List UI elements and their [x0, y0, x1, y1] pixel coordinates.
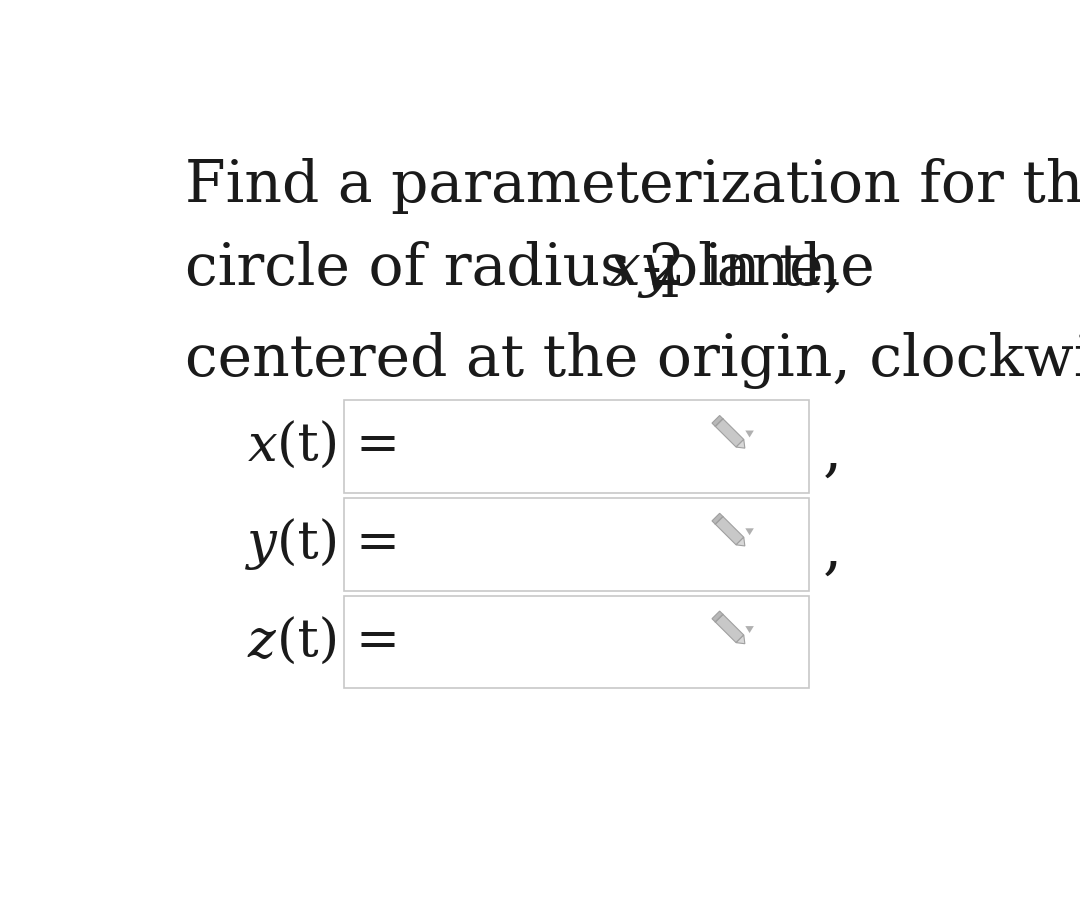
Polygon shape — [745, 431, 754, 438]
Polygon shape — [715, 614, 744, 643]
Text: x: x — [247, 421, 278, 472]
Text: circle of radius 2 in the: circle of radius 2 in the — [186, 241, 893, 297]
Polygon shape — [712, 611, 723, 622]
Polygon shape — [712, 513, 723, 524]
Text: centered at the origin, clockwise.: centered at the origin, clockwise. — [186, 332, 1080, 389]
Polygon shape — [737, 440, 745, 449]
Text: ,: , — [823, 423, 842, 483]
Polygon shape — [712, 415, 723, 426]
Polygon shape — [737, 635, 745, 644]
Text: ,: , — [823, 521, 842, 581]
Polygon shape — [737, 538, 745, 546]
Polygon shape — [745, 626, 754, 633]
Text: (t) =: (t) = — [276, 519, 400, 570]
Polygon shape — [715, 517, 744, 545]
Text: -plane,: -plane, — [642, 241, 843, 297]
Text: (t) =: (t) = — [276, 421, 400, 472]
Text: (t) =: (t) = — [276, 617, 400, 668]
Bar — [345, 596, 809, 689]
Polygon shape — [745, 529, 754, 535]
Text: z: z — [247, 617, 275, 668]
Polygon shape — [715, 419, 744, 447]
Bar — [345, 400, 809, 493]
Text: y: y — [247, 519, 278, 570]
Text: Find a parameterization for the: Find a parameterization for the — [186, 158, 1080, 214]
Bar — [345, 498, 809, 591]
Text: xy: xy — [608, 241, 674, 298]
